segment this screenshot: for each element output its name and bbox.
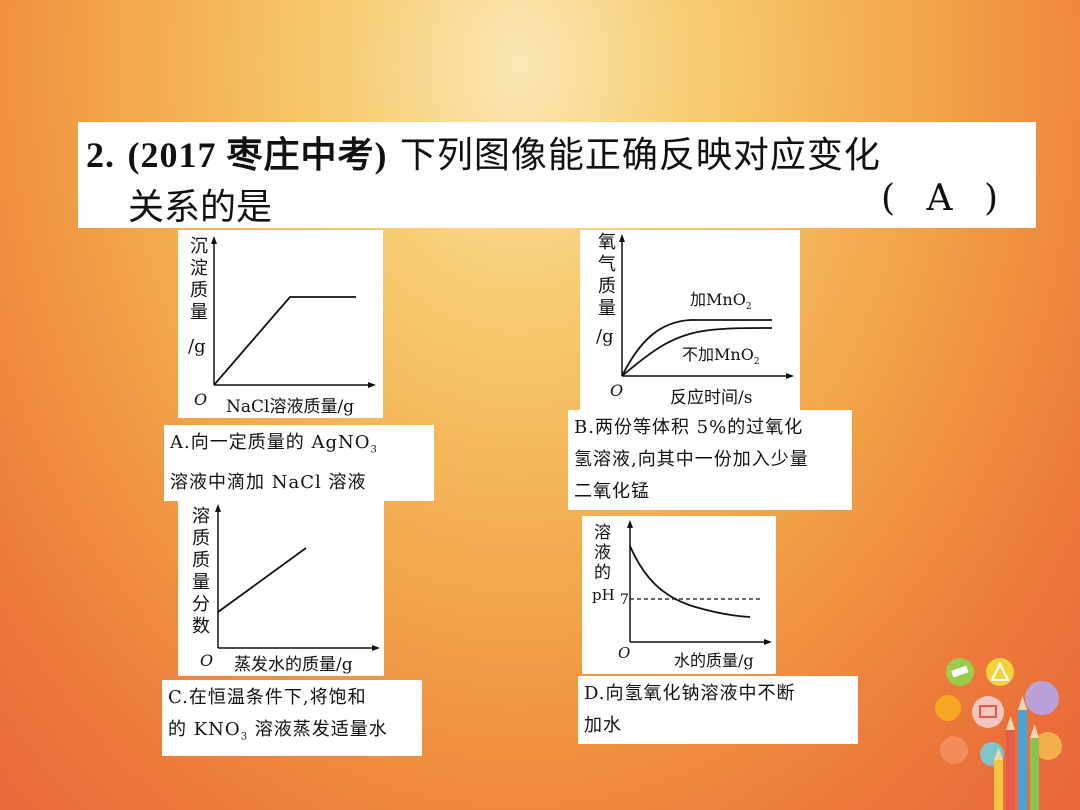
chart-d-ref-label: 7 <box>620 592 629 608</box>
chart-c-origin: O <box>200 651 213 670</box>
option-a-sub: 3 <box>370 444 378 456</box>
math-icon <box>1034 732 1062 760</box>
chart-d-ylabel-4: pH <box>592 586 615 604</box>
screen-icon <box>972 696 1004 728</box>
chart-a-origin: O <box>194 390 207 409</box>
flask-icon <box>935 695 961 721</box>
chart-c-ylabel-5: 分 <box>192 594 210 615</box>
option-d: D.向氢氧化钠溶液中不断 加水 <box>578 676 858 744</box>
chart-c-x-arrow <box>372 645 380 651</box>
chart-c: 溶 质 质 量 分 数 O 蒸发水的质量/g <box>178 498 384 676</box>
option-c-line2b: 溶液蒸发适量水 <box>248 719 388 740</box>
question-line1: 2. (2017 枣庄中考) 下列图像能正确反映对应变化 <box>86 126 881 178</box>
question-number: 2. <box>86 135 115 175</box>
option-c-line1: C.在恒温条件下,将饱和 <box>168 687 367 708</box>
chart-b-ylabel-4: 量 <box>598 298 616 319</box>
pencil-blue <box>1018 710 1027 810</box>
chart-b-svg: 氧 气 质 量 /g O 加MnO2 不加MnO2 反应时间/s <box>596 232 794 408</box>
option-b-line2: 氢溶液,向其中一份加入少量 <box>574 449 809 470</box>
chart-a-x-arrow <box>368 382 376 388</box>
answer-bracket: ( A ) <box>881 178 1008 219</box>
question-stem-1: 下列图像能正确反映对应变化 <box>399 135 881 176</box>
chart-a-svg: 沉 淀 质 量 /g O NaCl溶液质量/g <box>188 236 376 417</box>
chart-b-ylabel-2: 气 <box>598 254 616 275</box>
question-source: (2017 枣庄中考) <box>127 135 388 175</box>
chart-d: 溶 液 的 pH 7 O 水的质量/g <box>582 516 776 674</box>
option-c-line2a: 的 KNO <box>168 719 241 740</box>
chart-c-svg: 溶 质 质 量 分 数 O 蒸发水的质量/g <box>192 504 380 675</box>
chart-a-ylabel-4: 量 <box>190 302 208 323</box>
question-stem-2: 关系的是 <box>128 187 273 228</box>
chart-a-ylabel-3: 质 <box>190 280 208 301</box>
chart-b-series1-label: 加MnO2 <box>690 290 752 312</box>
option-c-sub: 3 <box>240 731 249 743</box>
option-a-line2: 溶液中滴加 NaCl 溶液 <box>170 471 367 493</box>
chart-b-series2-label: 不加MnO2 <box>682 345 760 367</box>
option-b-line3: 二氧化锰 <box>574 481 650 502</box>
chart-b-ylabel-1: 氧 <box>598 232 616 253</box>
option-d-line1: D.向氢氧化钠溶液中不断 <box>584 683 796 704</box>
chart-a-xlabel: NaCl溶液质量/g <box>226 397 354 417</box>
chart-c-series-line <box>217 547 307 613</box>
chart-a-series-line <box>213 296 356 386</box>
chart-b-series-with-mno2 <box>621 319 772 377</box>
option-a-line1: A.向一定质量的 AgNO <box>170 432 371 453</box>
chart-b: 氧 气 质 量 /g O 加MnO2 不加MnO2 反应时间/s <box>580 230 800 410</box>
chart-d-x-arrow <box>764 639 772 645</box>
chart-c-xlabel: 蒸发水的质量/g <box>234 655 353 675</box>
chart-d-origin: O <box>618 644 630 662</box>
chart-d-ylabel-1: 溶 <box>594 523 611 543</box>
chart-b-x-arrow <box>786 373 794 379</box>
pencil-red <box>1006 730 1015 810</box>
chart-d-ylabel-2: 液 <box>594 543 611 563</box>
chart-b-origin: O <box>610 381 623 400</box>
chart-c-ylabel-3: 质 <box>192 550 210 571</box>
option-d-line2: 加水 <box>584 715 622 736</box>
chart-a-ylabel-5: /g <box>188 336 206 357</box>
chart-c-ylabel-1: 溶 <box>192 506 210 527</box>
school-supplies-decoration <box>935 658 1062 810</box>
option-c: C.在恒温条件下,将饱和 的 KNO3 溶液蒸发适量水 <box>162 680 422 756</box>
abc-icon <box>940 736 968 764</box>
chart-c-ylabel-6: 数 <box>192 616 210 637</box>
chart-d-ylabel-3: 的 <box>594 563 611 583</box>
beaker-icon <box>1025 681 1059 715</box>
question-box: 2. (2017 枣庄中考) 下列图像能正确反映对应变化 关系的是 ( A ) <box>78 122 1036 228</box>
chart-b-ylabel-3: 质 <box>598 276 616 297</box>
chart-b-ylabel-5: /g <box>596 326 614 347</box>
pencil-yellow <box>994 760 1003 810</box>
chart-a-ylabel-2: 淀 <box>190 258 208 279</box>
chart-d-series-line <box>629 545 751 618</box>
chart-a-y-arrow <box>211 236 217 244</box>
chart-c-ylabel-2: 质 <box>192 528 210 549</box>
chart-c-ylabel-4: 量 <box>192 572 210 593</box>
chart-d-y-arrow <box>627 520 633 528</box>
option-b: B.两份等体积 5%的过氧化 氢溶液,向其中一份加入少量 二氧化锰 <box>568 410 852 510</box>
option-a: A.向一定质量的 AgNO3 溶液中滴加 NaCl 溶液 <box>164 425 434 501</box>
pencil-green <box>1030 738 1039 810</box>
chart-d-svg: 溶 液 的 pH 7 O 水的质量/g <box>592 520 772 670</box>
chart-b-y-arrow <box>619 234 625 242</box>
chart-c-y-arrow <box>215 504 221 512</box>
option-b-line1: B.两份等体积 5%的过氧化 <box>574 417 804 438</box>
chart-d-xlabel: 水的质量/g <box>674 651 754 670</box>
chart-b-series-without-mno2 <box>621 327 773 377</box>
chart-a-ylabel-1: 沉 <box>190 236 208 257</box>
chart-b-xlabel: 反应时间/s <box>670 388 752 408</box>
chart-a: 沉 淀 质 量 /g O NaCl溶液质量/g <box>178 230 383 418</box>
